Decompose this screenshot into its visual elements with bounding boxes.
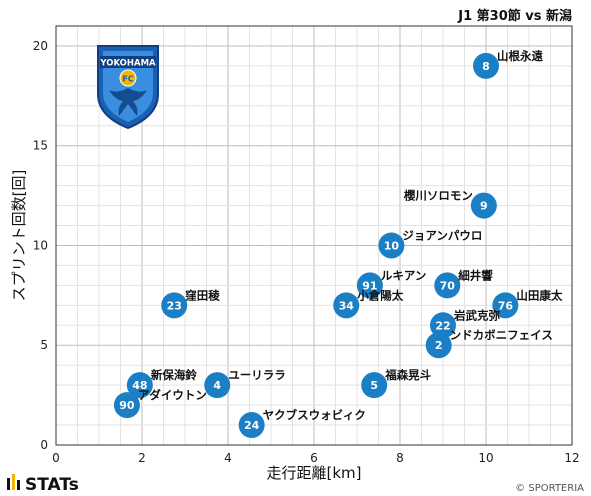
footer-brand: STATs [7,474,79,495]
y-tick-label: 0 [40,438,48,452]
point-marker [470,192,497,219]
point-name-label: 山田康太 [516,288,562,302]
point-name-label: ンドカボニフェイス [450,328,553,342]
point-name-label: 新保海鈴 [151,368,197,382]
point-number-label: 8 [482,60,490,73]
point-name-label: 福森晃斗 [384,368,431,382]
point-marker [161,292,188,319]
point-marker [361,372,388,399]
point-number-label: 4 [213,379,221,392]
data-point: 4 ユーリララ [204,368,286,399]
point-name-label: ルキアン [381,268,427,282]
point-number-label: 10 [384,239,400,252]
point-number-label: 34 [339,299,355,312]
point-marker [113,392,140,419]
crest-text: YOKOHAMA [99,59,156,69]
x-tick-label: 8 [396,451,404,465]
chart-title: J1 第30節 vs 新潟 [457,8,572,24]
data-point: 2 ンドカボニフェイス [425,328,553,359]
point-marker [425,332,452,359]
point-number-label: 9 [480,200,488,213]
point-number-label: 5 [370,379,378,392]
point-name-label: アダイウトン [138,388,207,402]
point-name-label: 細井響 [458,268,493,282]
point-number-label: 48 [132,379,147,392]
data-point: 48 新保海鈴 [126,368,197,399]
point-name-label: ヤクブスウォビィク [263,408,366,422]
data-point: 5 福森晃斗 [361,368,432,399]
data-point: 9 櫻川ソロモン [403,189,497,219]
point-name-label: 山根永遠 [497,49,543,63]
point-number-label: 23 [167,299,182,312]
point-number-label: 90 [119,399,135,412]
point-number-label: 91 [362,279,377,292]
point-name-label: ジョアンパウロ [402,228,482,242]
point-marker [430,312,456,339]
x-tick-label: 2 [138,451,146,465]
plot-frame [55,25,573,446]
point-name-label: 小倉陽太 [356,288,403,302]
x-tick-label: 4 [224,451,232,465]
point-number-label: 22 [435,319,450,332]
y-tick-label: 20 [33,39,48,53]
y-tick-label: 10 [33,238,48,252]
data-point: 8 山根永遠 [473,49,543,79]
footer-stats-text: STATs [25,475,79,495]
point-marker [434,272,461,299]
point-name-label: 窪田稜 [185,288,220,302]
x-tick-label: 6 [310,451,318,465]
x-tick-label: 0 [52,451,60,465]
point-name-label: 櫻川ソロモン [403,189,473,203]
point-number-label: 70 [440,279,456,292]
point-marker [204,372,231,399]
x-tick-label: 10 [478,451,493,465]
point-number-label: 76 [498,299,514,312]
point-marker [473,52,499,79]
data-point: 91 ルキアン [356,268,427,299]
y-axis-title: スプリント回数[回] [10,170,28,302]
point-marker [126,372,153,399]
point-marker [238,412,265,439]
point-name-label: 岩武克弥 [453,308,500,322]
x-axis-title: 走行距離[km] [266,464,361,482]
x-tick-label: 12 [564,451,579,465]
point-number-label: 24 [244,419,260,432]
point-name-label: ユーリララ [228,368,286,382]
y-tick-label: 15 [33,139,48,153]
point-marker [333,292,360,319]
point-marker [356,272,383,299]
point-marker [492,292,519,319]
y-tick-label: 5 [40,338,48,352]
point-marker [378,232,405,259]
footer-copyright: © SPORTERIA [515,483,584,494]
point-number-label: 2 [435,339,443,352]
crest-badge-text: FC [122,75,133,84]
team-crest-logo: YOKOHAMA FC [97,45,159,130]
